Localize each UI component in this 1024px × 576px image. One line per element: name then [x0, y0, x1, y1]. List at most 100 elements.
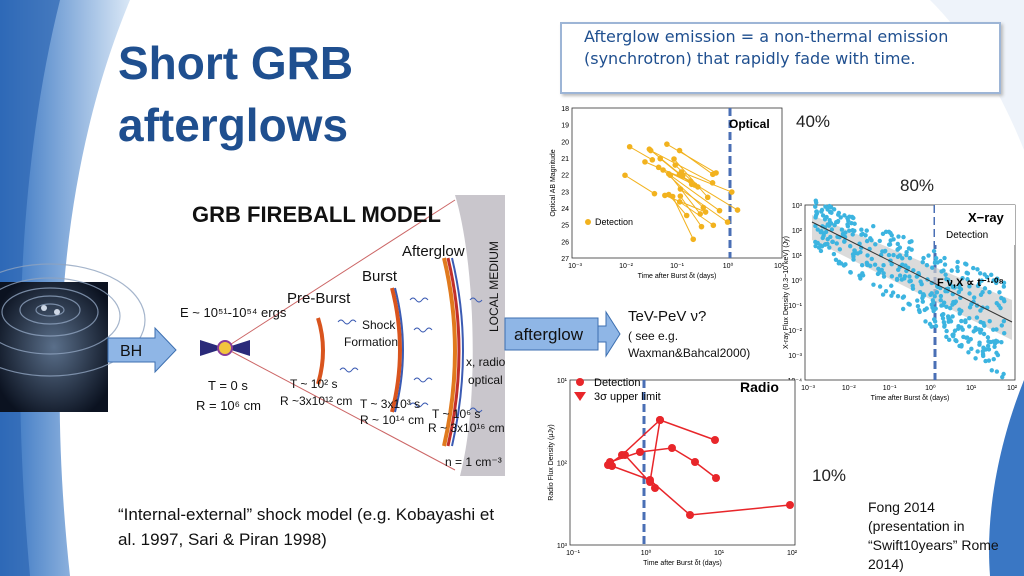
plot-texture: [985, 335, 991, 340]
legend-label: 3σ upper limit: [594, 391, 661, 403]
plot-texture: [989, 368, 994, 373]
plot-texture: [860, 273, 866, 278]
plot-texture: [728, 189, 735, 195]
plot-texture: [889, 283, 894, 288]
title: Short GRB afterglows: [118, 32, 353, 156]
plot-texture: [943, 272, 948, 277]
local-medium: [455, 195, 505, 476]
plot-texture: [683, 212, 690, 219]
wiggles: [337, 297, 483, 413]
plot-texture: [660, 167, 666, 173]
fireball-label: x, radio: [466, 355, 506, 369]
x-tick-label: 10¹: [966, 385, 977, 392]
plot-texture: [932, 260, 938, 266]
plot-texture: [710, 222, 717, 229]
plot-texture: [659, 158, 693, 185]
plot-texture: [1002, 330, 1007, 336]
plot-texture: [907, 274, 912, 279]
tev-label: Waxman&Bahcal2000): [628, 346, 750, 360]
plot-texture: [691, 458, 699, 466]
x-tick-label: 10²: [1007, 385, 1018, 392]
plot-texture: [668, 444, 676, 452]
plot-texture: [987, 289, 992, 295]
plot-texture: [976, 281, 982, 287]
legend-marker: [585, 219, 591, 225]
plot-texture: [959, 318, 964, 324]
plot-texture: [980, 353, 986, 359]
shock-model-note: “Internal-external” shock model (e.g. Ko…: [118, 505, 495, 549]
plot-texture: [1001, 284, 1007, 289]
plot-texture: [1001, 318, 1007, 324]
plot-texture: [868, 263, 873, 269]
plot-texture: [858, 249, 863, 255]
legend-marker: [576, 378, 584, 386]
plot-texture: [835, 219, 840, 225]
plot-texture: [921, 293, 926, 298]
plot-texture: [948, 319, 954, 324]
plot-texture: [813, 243, 818, 249]
plot-texture: [649, 157, 656, 163]
bh-arrow: [107, 326, 177, 374]
x-tick-label: 10⁰: [641, 549, 652, 557]
plot-texture: [989, 272, 994, 278]
plot-texture: [819, 209, 824, 214]
plot-texture: [946, 337, 952, 343]
plot-texture: [629, 146, 653, 161]
plot-texture: [678, 169, 685, 175]
plot-texture: [916, 307, 922, 313]
plot-texture: [922, 307, 927, 313]
callout: Afterglow emission = a non-thermal emiss…: [560, 22, 1001, 94]
plot-texture: [999, 340, 1004, 345]
plot-texture: [998, 305, 1003, 311]
plot-texture: [931, 317, 937, 322]
plot-label: Radio: [740, 379, 779, 395]
x-axis-label: Time after Burst δt (days): [871, 395, 950, 402]
plot-texture: [981, 331, 987, 337]
plot-texture: [910, 283, 915, 289]
plot-texture: [984, 274, 990, 280]
plot-texture: [940, 302, 946, 308]
plot-texture: [642, 159, 648, 165]
plot-texture: [926, 253, 931, 258]
plot-texture: [933, 255, 939, 261]
plot-texture: [987, 318, 992, 324]
plot-texture: [969, 346, 974, 352]
plot-texture: [869, 256, 874, 262]
plot-texture: [941, 319, 947, 325]
reference: Fong 2014 (presentation in “Swift10years…: [868, 499, 999, 572]
y-tick-label: 10²: [792, 228, 803, 235]
plot-texture: [842, 213, 847, 218]
plot-texture: [679, 195, 702, 227]
x-tick-label: 10¹: [714, 550, 725, 557]
plot-texture: [820, 235, 825, 241]
plot-texture: [920, 259, 925, 265]
plot-texture: [965, 335, 970, 340]
x-tick-label: 10⁻²: [842, 385, 856, 392]
x-tick-label: 10⁻³: [568, 263, 582, 270]
plot-texture: [909, 239, 914, 244]
plot-texture: [908, 278, 913, 284]
plot-texture: [946, 316, 951, 321]
plot-texture: [679, 201, 714, 226]
plot-texture: [845, 222, 850, 227]
y-tick-label: 26: [561, 239, 569, 246]
plot-texture: [875, 271, 881, 277]
plot-texture: [825, 222, 830, 227]
plot-texture: [822, 217, 828, 222]
plot-texture: [836, 259, 842, 265]
plot-texture: [823, 229, 829, 235]
plot-texture: [950, 314, 955, 319]
plot-texture: [889, 233, 894, 238]
plot-texture: [669, 193, 676, 200]
x-tick-label: 10¹: [774, 263, 785, 270]
plot-texture: [880, 292, 886, 297]
plot-texture: [991, 327, 996, 332]
fireball-title: GRB FIREBALL MODEL: [192, 202, 441, 227]
plot-texture: [624, 174, 655, 195]
plot-texture: [711, 436, 719, 444]
plot-texture: [848, 270, 853, 275]
afterglow-arrow: [597, 310, 621, 358]
plot-texture: [911, 268, 916, 273]
plot-texture: [1001, 280, 1007, 286]
